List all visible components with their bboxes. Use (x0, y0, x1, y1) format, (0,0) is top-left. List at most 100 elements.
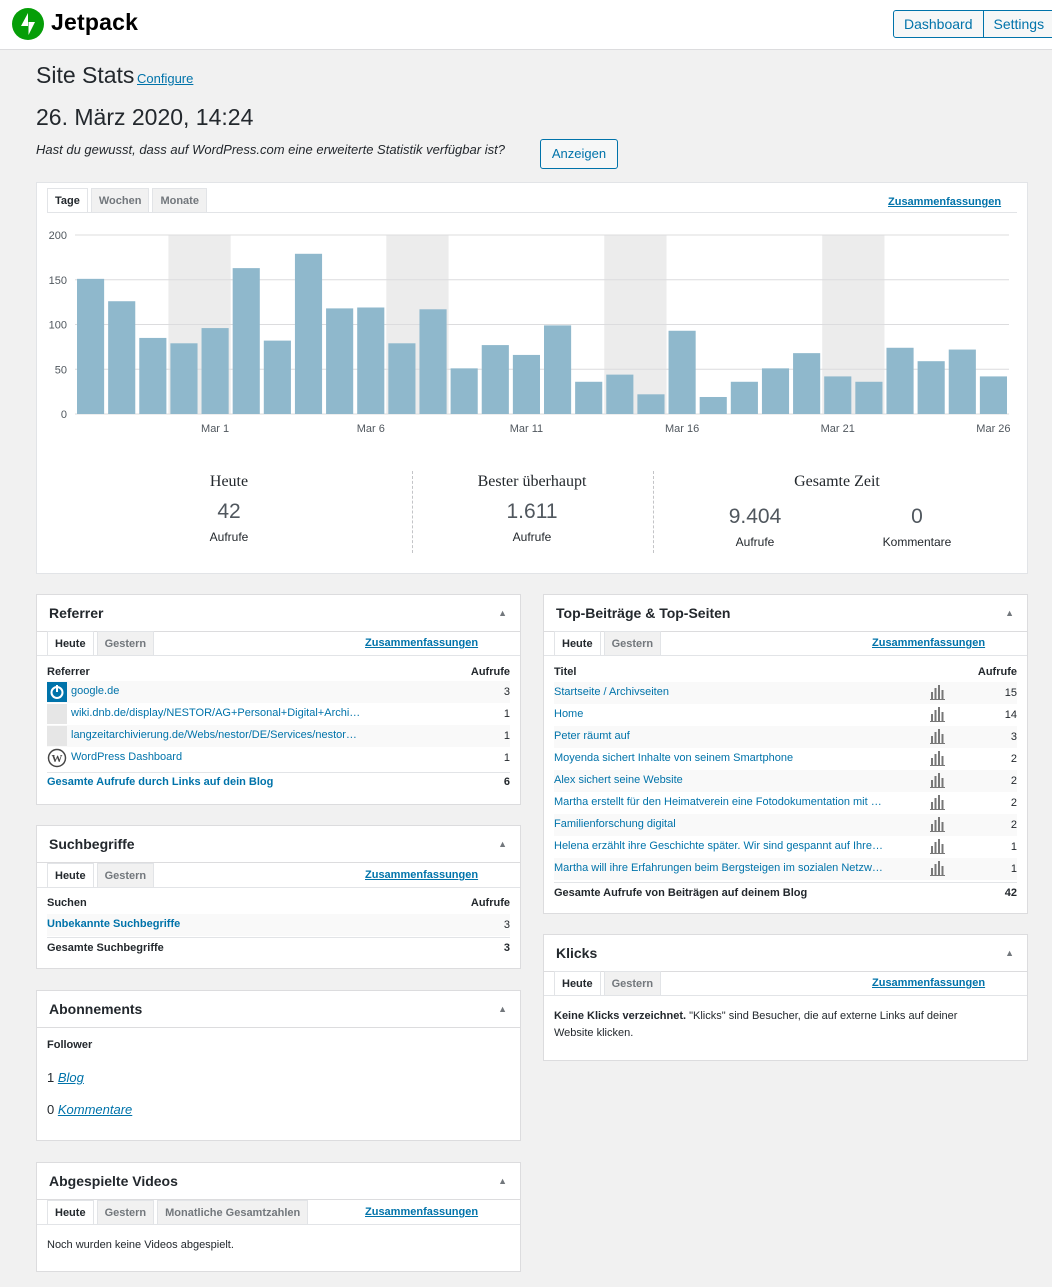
post-views: 14 (1004, 709, 1017, 721)
chart-bar (77, 278, 105, 414)
stats-bars-icon[interactable] (930, 750, 946, 766)
tab-yesterday[interactable]: Gestern (96, 863, 155, 887)
show-button[interactable]: Anzeigen (540, 139, 618, 169)
alltime-comments: 0 Kommentare (867, 505, 967, 549)
referrer-total-value: 6 (503, 776, 510, 788)
summaries-link[interactable]: Zusammenfassungen (888, 196, 1002, 208)
post-link[interactable]: Alex sichert seine Website (554, 774, 683, 786)
posts-tabs: Heute Gestern (554, 631, 664, 655)
post-link[interactable]: Martha will ihre Erfahrungen beim Bergst… (554, 862, 883, 874)
chart-bar (544, 325, 572, 414)
referrer-link[interactable]: langzeitarchivierung.de/Webs/nestor/DE/S… (71, 729, 357, 741)
stats-bars-icon[interactable] (930, 838, 946, 854)
summaries-link[interactable]: Zusammenfassungen (365, 869, 479, 881)
collapse-toggle-icon[interactable]: ▲ (498, 1176, 507, 1186)
post-link[interactable]: Helena erzählt ihre Geschichte später. W… (554, 840, 883, 852)
today-title: Heute (209, 473, 249, 490)
post-link[interactable]: Moyenda sichert Inhalte von seinem Smart… (554, 752, 794, 764)
collapse-toggle-icon[interactable]: ▲ (1005, 948, 1014, 958)
tab-yesterday[interactable]: Gestern (603, 971, 662, 995)
panel-divider (37, 1027, 520, 1028)
header-button-group: Dashboard Settings (893, 10, 1052, 38)
stats-bars-icon[interactable] (930, 816, 946, 832)
chart-bar (326, 308, 354, 414)
stats-bars-icon[interactable] (930, 772, 946, 788)
tab-today[interactable]: Heute (554, 971, 601, 995)
best-summary: Bester überhaupt 1.611 Aufrufe (452, 473, 612, 544)
settings-button[interactable]: Settings (982, 11, 1052, 37)
follower-heading: Follower (47, 1039, 93, 1051)
chart-bar (637, 394, 665, 414)
summaries-link[interactable]: Zusammenfassungen (872, 637, 986, 649)
alltime-title: Gesamte Zeit (794, 473, 880, 490)
favicon-placeholder-icon (47, 726, 67, 746)
table-row: Alex sichert seine Website 2 (554, 770, 1017, 792)
collapse-toggle-icon[interactable]: ▲ (498, 1004, 507, 1014)
col-views: Aufrufe (977, 666, 1017, 678)
post-link[interactable]: Peter räumt auf (554, 730, 630, 742)
post-views: 3 (1010, 731, 1017, 743)
chart-bar (699, 396, 727, 414)
referrer-total-label[interactable]: Gesamte Aufrufe durch Links auf dein Blo… (47, 776, 274, 788)
summaries-link[interactable]: Zusammenfassungen (365, 637, 479, 649)
summaries-link[interactable]: Zusammenfassungen (872, 977, 986, 989)
dashboard-button[interactable]: Dashboard (904, 16, 973, 32)
tab-today[interactable]: Heute (47, 1200, 94, 1224)
referrer-tabs: Heute Gestern (47, 631, 157, 655)
tab-days[interactable]: Tage (47, 188, 88, 212)
unknown-terms-value: 3 (503, 919, 510, 931)
collapse-toggle-icon[interactable]: ▲ (1005, 608, 1014, 618)
tab-today[interactable]: Heute (554, 631, 601, 655)
referrer-link[interactable]: wiki.dnb.de/display/NESTOR/AG+Personal+D… (71, 707, 361, 719)
chart-bar (419, 309, 447, 414)
collapse-toggle-icon[interactable]: ▲ (498, 839, 507, 849)
chart-bar (450, 368, 478, 414)
tab-months[interactable]: Monate (152, 188, 207, 212)
post-link[interactable]: Home (554, 708, 584, 720)
stats-bars-icon[interactable] (930, 728, 946, 744)
table-row: Familienforschung digital 2 (554, 814, 1017, 836)
blog-follower-link[interactable]: Blog (57, 1070, 84, 1085)
tab-yesterday[interactable]: Gestern (96, 1200, 155, 1224)
tab-divider (544, 995, 1027, 996)
tab-yesterday[interactable]: Gestern (96, 631, 155, 655)
post-link[interactable]: Martha erstellt für den Heimatverein ein… (554, 796, 882, 808)
today-label: Aufrufe (209, 530, 249, 544)
referrer-link[interactable]: WordPress Dashboard (71, 751, 183, 763)
table-row: Martha erstellt für den Heimatverein ein… (554, 792, 1017, 814)
stats-bars-icon[interactable] (930, 794, 946, 810)
panel-divider (37, 1199, 520, 1200)
stats-bars-icon[interactable] (930, 706, 946, 722)
tab-divider (47, 212, 1017, 213)
tab-weeks[interactable]: Wochen (90, 188, 150, 212)
stats-bars-icon[interactable] (930, 684, 946, 700)
power-icon (47, 682, 67, 702)
referrer-total-row: Gesamte Aufrufe durch Links auf dein Blo… (47, 776, 510, 788)
unknown-terms-link[interactable]: Unbekannte Suchbegriffe (47, 918, 181, 930)
tab-today[interactable]: Heute (47, 631, 94, 655)
tab-yesterday[interactable]: Gestern (603, 631, 662, 655)
post-link[interactable]: Familienforschung digital (554, 818, 676, 830)
clicks-empty-bold: Keine Klicks verzeichnet. (554, 1010, 687, 1022)
referrer-link[interactable]: google.de (71, 685, 120, 697)
collapse-toggle-icon[interactable]: ▲ (498, 608, 507, 618)
subs-title: Abonnements (49, 1001, 143, 1017)
comment-follower-link[interactable]: Kommentare (57, 1102, 133, 1117)
chart-bar (948, 349, 976, 414)
chart-bar (357, 307, 385, 414)
comment-follower-row: 0 Kommentare (47, 1102, 132, 1117)
table-row: Helena erzählt ihre Geschichte später. W… (554, 836, 1017, 858)
tab-divider (37, 655, 520, 656)
tab-today[interactable]: Heute (47, 863, 94, 887)
stats-bars-icon[interactable] (930, 860, 946, 876)
summaries-link[interactable]: Zusammenfassungen (365, 1206, 479, 1218)
tab-divider (37, 887, 520, 888)
alltime-title-wrap: Gesamte Zeit (757, 473, 917, 491)
configure-link[interactable]: Configure (137, 71, 194, 86)
blog-follower-row: 1 Blog (47, 1070, 84, 1085)
chart-bar (668, 330, 696, 414)
y-tick-label: 200 (49, 230, 67, 242)
tab-monthly-totals[interactable]: Monatliche Gesamtzahlen (157, 1200, 309, 1224)
panel-divider (544, 631, 1027, 632)
post-link[interactable]: Startseite / Archivseiten (554, 686, 669, 698)
